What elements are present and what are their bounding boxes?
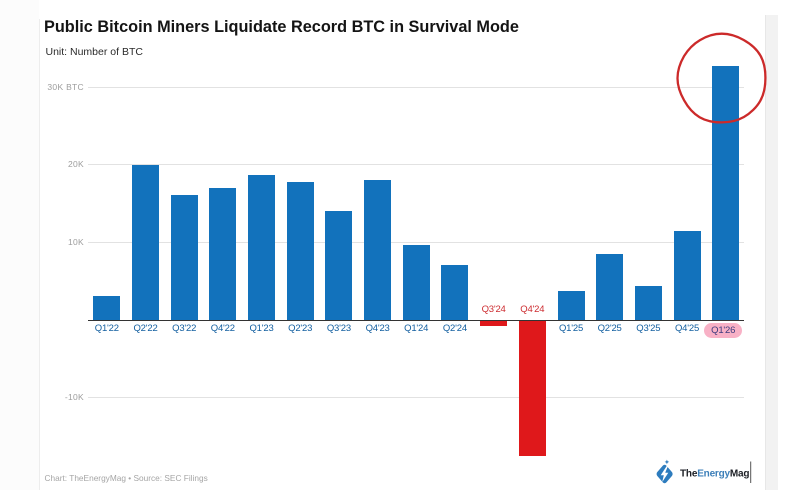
svg-text:TheEnergyMag: TheEnergyMag [680,468,749,479]
